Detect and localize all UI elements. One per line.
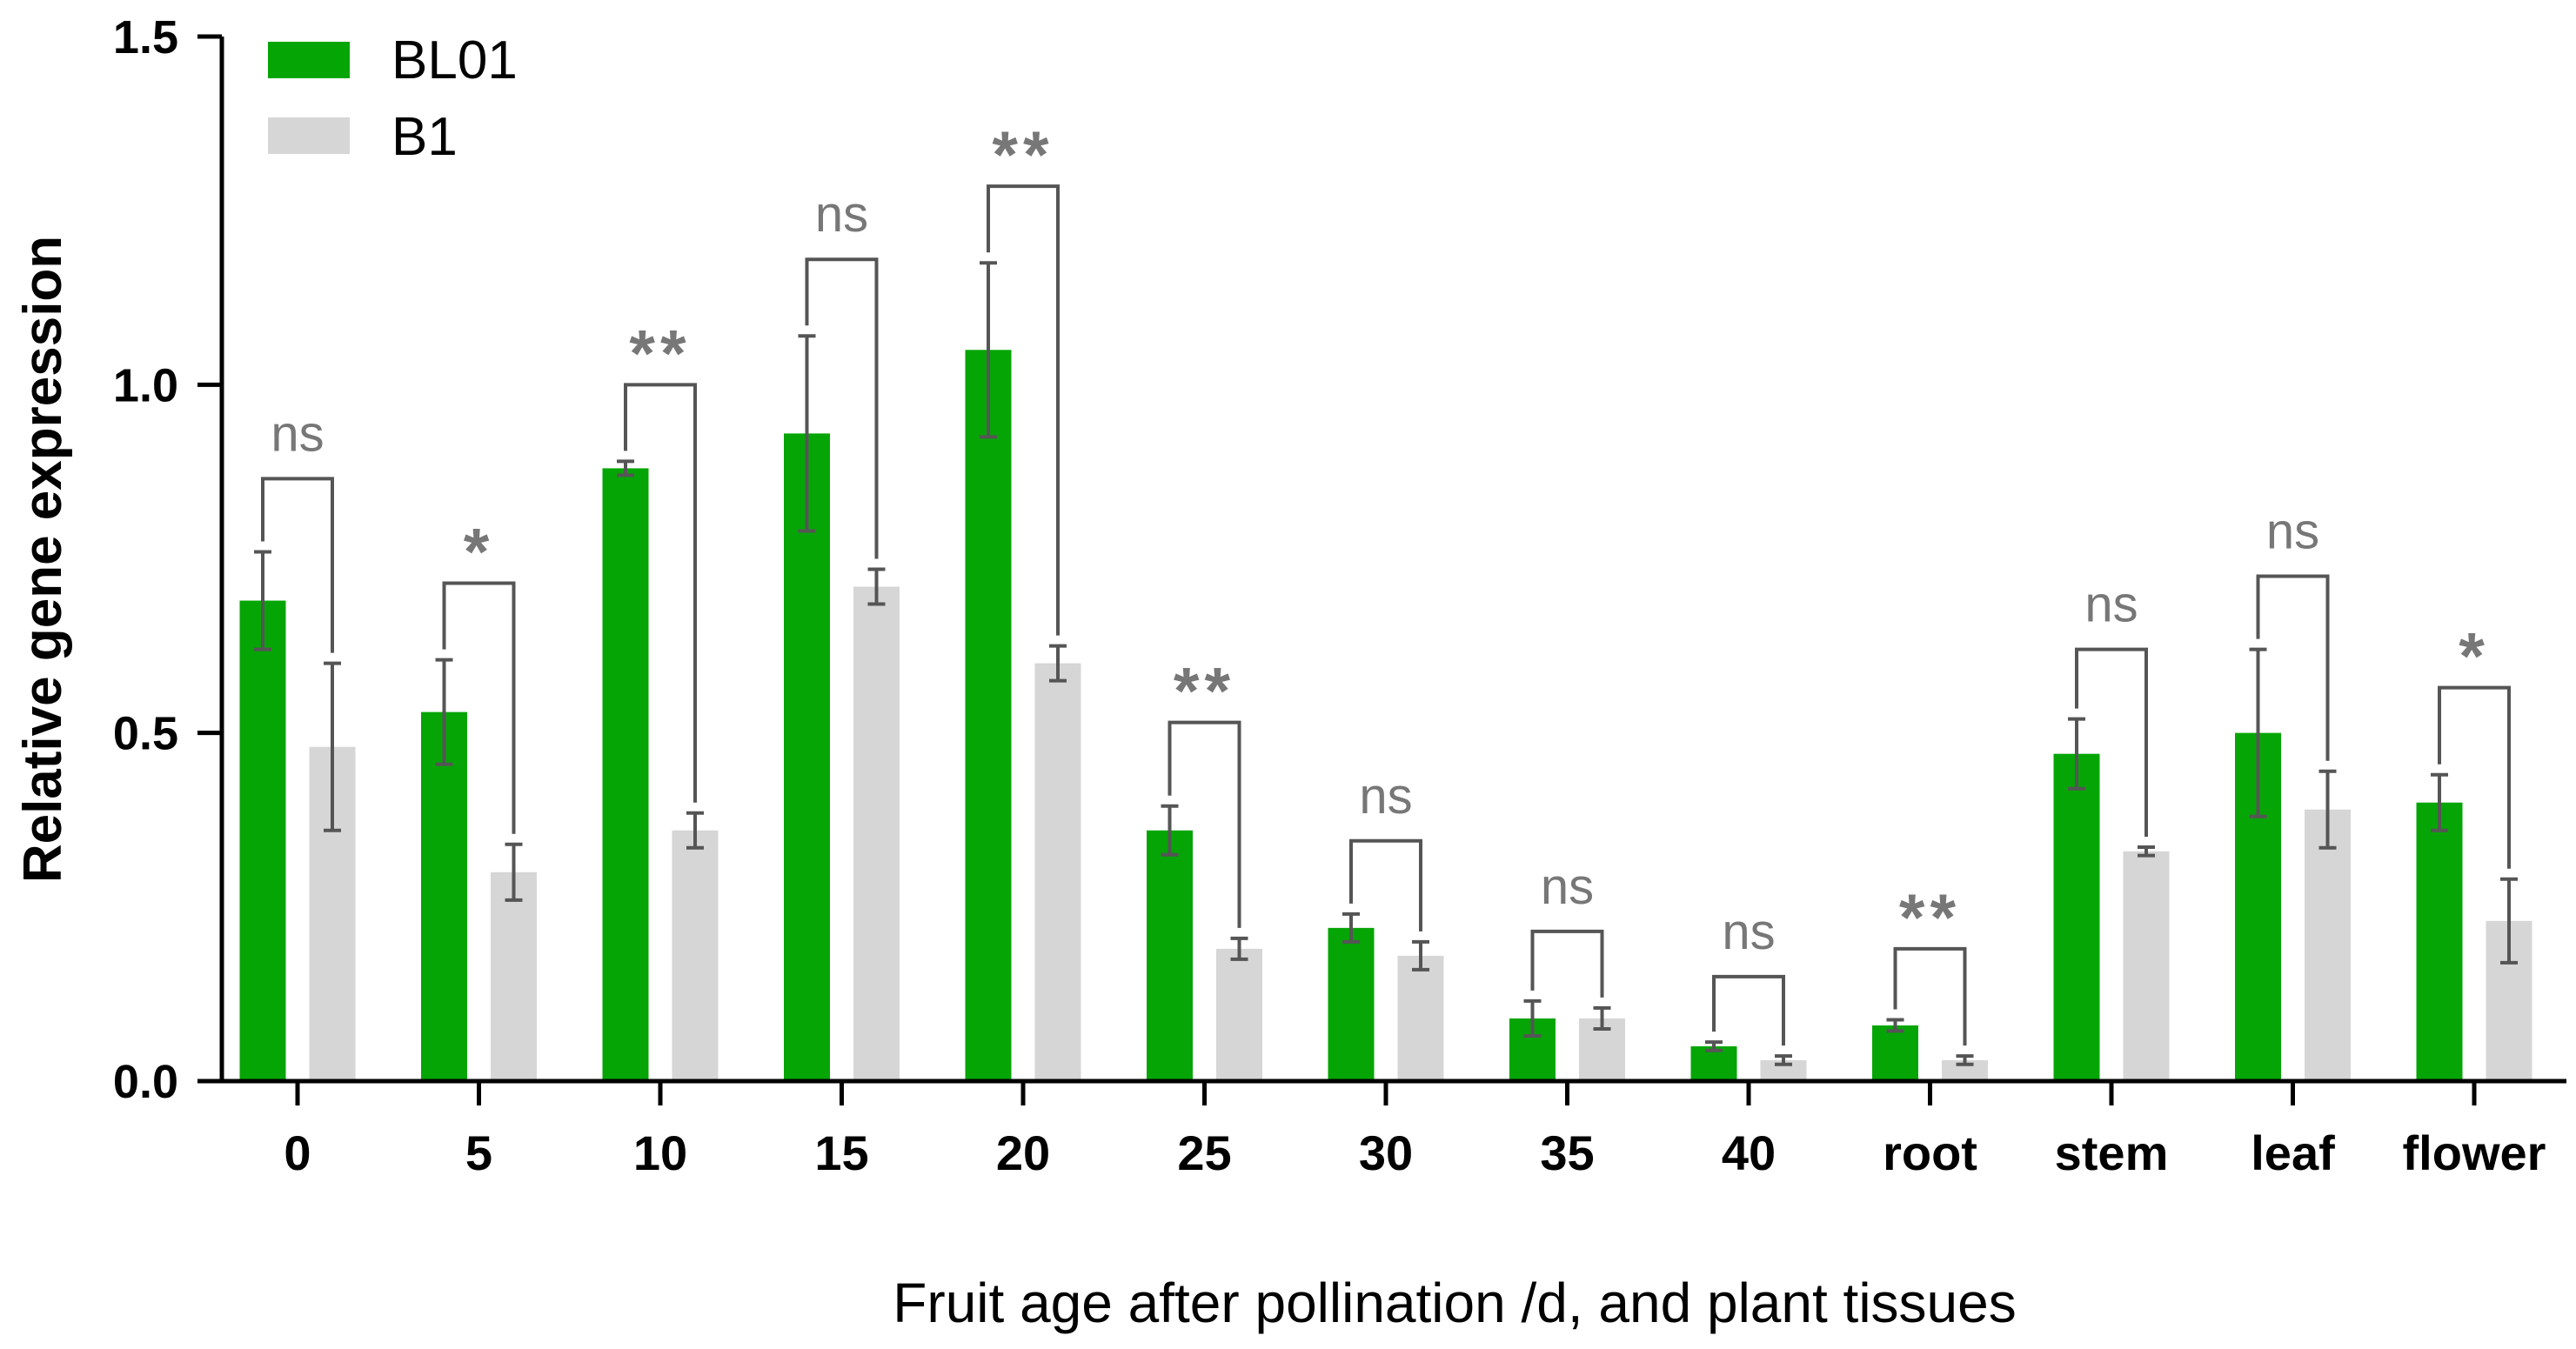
significance-bracket [624, 383, 697, 803]
error-bar [1342, 912, 1360, 944]
significance-label: * [2459, 620, 2490, 694]
significance-bracket [2256, 574, 2330, 761]
error-bar [1230, 936, 1248, 961]
significance-label: * [464, 516, 495, 590]
significance-bracket [1168, 720, 1241, 928]
error-bar [1593, 1005, 1611, 1031]
bar-bl01-root [1872, 1025, 1918, 1081]
significance-bracket [987, 184, 1060, 636]
bar-bl01-5 [421, 711, 467, 1081]
error-bar [1775, 1054, 1792, 1066]
x-tick-label: 40 [1722, 1125, 1776, 1180]
y-tick-label: 1.0 [113, 359, 178, 411]
legend: BL01 B1 [268, 30, 518, 167]
legend-label-b1: B1 [391, 107, 458, 167]
significance-label: ns [1722, 904, 1775, 960]
bar-b1-20 [1034, 663, 1081, 1081]
bar-bl01-0 [239, 600, 286, 1081]
x-tick-label: 30 [1359, 1125, 1413, 1180]
bar-bl01-15 [784, 433, 830, 1081]
significance-label: ns [1359, 768, 1412, 825]
significance-label: ** [992, 118, 1054, 192]
significance-bracket [1349, 838, 1422, 932]
x-tick-label: 0 [284, 1125, 311, 1180]
x-tick-label: leaf [2251, 1125, 2335, 1180]
error-bar [1705, 1040, 1723, 1052]
x-tick-label: stem [2055, 1125, 2169, 1180]
x-tick-label: 10 [633, 1125, 687, 1180]
legend-swatch-b1 [268, 117, 350, 154]
error-bar [1886, 1018, 1904, 1033]
bar-b1-stem [2123, 851, 2170, 1081]
error-bar [867, 567, 886, 606]
bar-bl01-20 [965, 350, 1012, 1081]
significance-bracket [2075, 647, 2148, 837]
x-axis-title: Fruit age after pollination /d, and plan… [893, 1272, 2016, 1334]
error-bar [2500, 877, 2518, 965]
error-bar [686, 811, 704, 850]
significance-label: ** [629, 317, 691, 391]
error-bar [1412, 939, 1429, 972]
error-bar [980, 261, 997, 439]
legend-label-bl01: BL01 [391, 30, 518, 90]
significance-bracket [805, 257, 879, 559]
bar-b1-10 [672, 830, 719, 1081]
bar-bl01-25 [1147, 830, 1193, 1081]
error-bar [1049, 644, 1067, 683]
bar-b1-leaf [2305, 809, 2351, 1081]
significance-bracket [261, 477, 334, 653]
significance-bracket [2438, 685, 2511, 869]
bar-bl01-stem [2053, 753, 2100, 1081]
significance-label: ** [1899, 881, 1961, 955]
x-tick-label: 35 [1540, 1125, 1594, 1180]
bar-b1-15 [853, 586, 900, 1081]
bar-b1-5 [491, 872, 537, 1081]
error-bar [435, 658, 453, 766]
significance-bracket [1893, 946, 1967, 1046]
error-bar [617, 459, 634, 477]
x-tick-label: flower [2403, 1125, 2546, 1180]
y-tick-label: 0.5 [113, 708, 178, 760]
error-bar [505, 842, 523, 902]
x-tick-label: 5 [465, 1125, 492, 1180]
significance-bracket [1530, 929, 1604, 998]
error-bar [254, 550, 271, 651]
error-bar [1523, 998, 1542, 1038]
x-tick-label: 20 [996, 1125, 1050, 1180]
error-bar [2318, 769, 2337, 850]
significance-label: ns [815, 186, 868, 243]
y-tick-label: 1.5 [113, 11, 178, 63]
error-bar [2431, 772, 2448, 832]
x-tick-label: 15 [814, 1125, 868, 1180]
error-bar [798, 334, 816, 533]
significance-bracket [442, 581, 516, 834]
error-bar [2068, 717, 2085, 791]
significance-label: ns [2084, 577, 2138, 633]
significance-label: ns [2266, 504, 2319, 560]
bar-bl01-30 [1328, 927, 1375, 1081]
y-tick-label: 0.0 [113, 1056, 178, 1108]
bar-bl01-10 [602, 468, 649, 1081]
significance-label: ** [1174, 655, 1235, 729]
error-bar [1161, 804, 1179, 857]
error-bar [1956, 1054, 1974, 1066]
bar-b1-25 [1216, 948, 1262, 1081]
x-tick-label: root [1883, 1125, 1977, 1180]
bar-bl01-flower [2416, 802, 2463, 1081]
y-axis-title: Relative gene expression [13, 236, 73, 883]
bar-b1-30 [1397, 955, 1444, 1081]
error-bar [2138, 845, 2155, 858]
significance-bracket [1712, 974, 1785, 1046]
error-bar [2249, 647, 2267, 818]
x-tick-label: 25 [1177, 1125, 1231, 1180]
legend-swatch-bl01 [268, 42, 350, 78]
significance-label: ns [271, 405, 324, 462]
significance-label: ns [1541, 858, 1594, 915]
error-bar [324, 661, 341, 832]
